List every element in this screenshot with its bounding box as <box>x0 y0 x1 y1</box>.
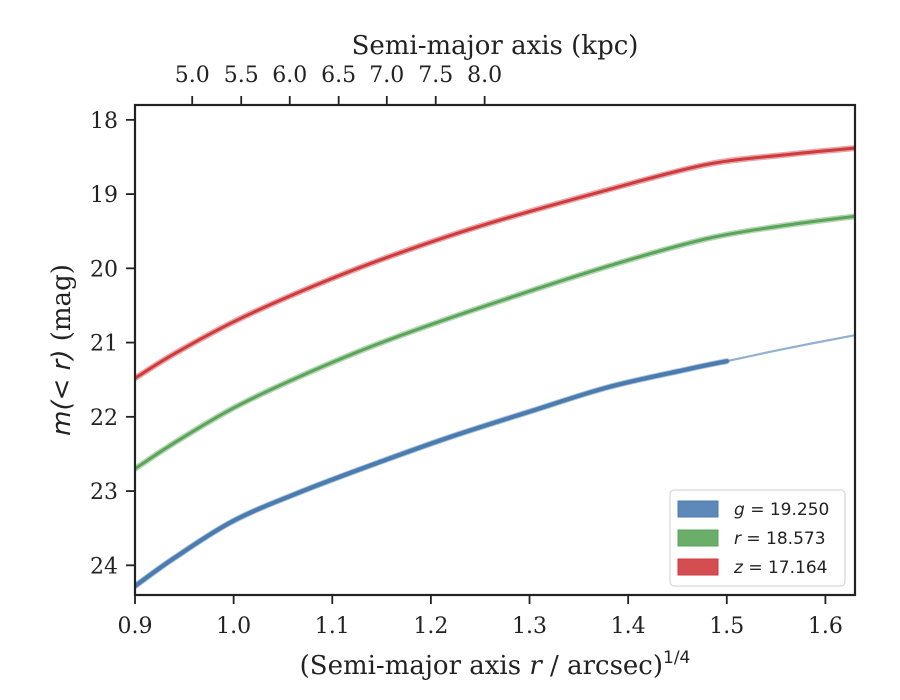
top-tick-label: 5.0 <box>175 63 210 88</box>
x-axis-label-exp: 1/4 <box>663 648 690 668</box>
plot-frame <box>133 103 857 597</box>
legend-label-r: r = 18.573 <box>734 529 826 549</box>
legend-label-z: z = 17.164 <box>733 558 827 578</box>
series-g-line <box>135 359 729 589</box>
y-tick-label: 23 <box>90 480 118 505</box>
x-tick-label: 1.1 <box>315 614 350 639</box>
top-tick-label: 7.5 <box>418 63 453 88</box>
x-tick-label: 1.4 <box>611 614 646 639</box>
series-z-band <box>135 145 855 382</box>
x-axis-label: (Semi-major axis r / arcsec)1/4 <box>300 648 691 681</box>
y-axis-label-main: m <box>47 411 77 436</box>
x-axis-label-suffix: / arcsec) <box>542 651 663 681</box>
top-tick-label: 8.0 <box>467 63 502 88</box>
y-axis-label: m(< r) (mag) <box>47 264 77 436</box>
y-tick-label: 20 <box>90 257 118 282</box>
x-tick-label: 0.9 <box>118 614 153 639</box>
top-tick-label: 5.5 <box>224 63 259 88</box>
x-tick-label: 1.6 <box>808 614 843 639</box>
y-tick-label: 21 <box>90 332 118 357</box>
x-tick-label: 1.5 <box>709 614 744 639</box>
y-tick-label: 24 <box>90 554 118 579</box>
x-axis-label-var: r <box>529 651 543 681</box>
x-axis-label-prefix: (Semi-major axis <box>300 651 530 681</box>
top-tick-label: 6.5 <box>321 63 356 88</box>
top-axis-label: Semi-major axis (kpc) <box>352 31 639 61</box>
series-r-band <box>135 213 855 472</box>
x-tick-label: 1.0 <box>216 614 251 639</box>
legend-label-g: g = 19.250 <box>734 500 829 520</box>
x-tick-label: 1.3 <box>512 614 547 639</box>
legend-swatch-z <box>677 558 719 576</box>
y-tick-label: 18 <box>90 109 118 134</box>
series-g-band <box>135 358 730 590</box>
series-g-model-line <box>528 334 855 413</box>
legend-swatch-r <box>677 529 719 547</box>
legend: g = 19.250 r = 18.573 z = 17.164 <box>669 489 846 587</box>
series-z-line <box>135 146 855 380</box>
legend-swatch-g <box>677 500 719 518</box>
top-tick-label: 7.0 <box>369 63 404 88</box>
x-tick-label: 1.2 <box>413 614 448 639</box>
y-axis-label-unit: (mag) <box>47 264 77 349</box>
y-axis-label-paren: (< r) <box>47 350 77 411</box>
top-tick-label: 6.0 <box>272 63 307 88</box>
y-tick-label: 19 <box>90 183 118 208</box>
series-r-line <box>135 214 855 471</box>
y-tick-label: 22 <box>90 406 118 431</box>
